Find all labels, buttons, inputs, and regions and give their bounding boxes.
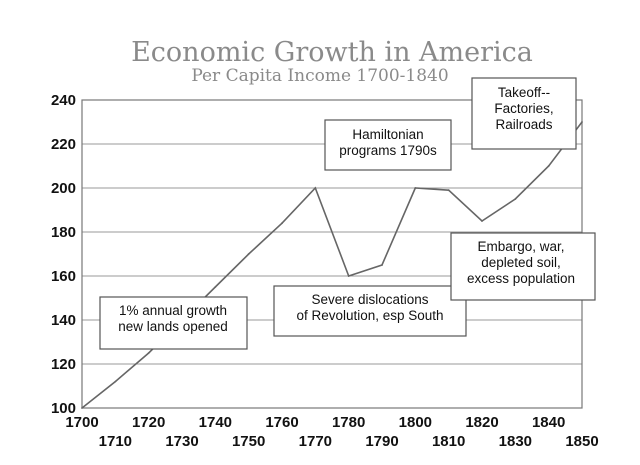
data-point [481,220,483,222]
annotation-frame [99,296,248,350]
x-tick-label: 1780 [332,414,365,431]
annotation-text: depleted soil, [481,255,561,270]
data-point [147,352,150,354]
data-point [314,187,317,189]
annotation-text: excess population [467,271,575,286]
x-axis: 1700 1720 1740 1760 1780 1800 1820 1840 1710 1730… [65,414,598,450]
y-axis: 100 120 140 160 180 200 220 240 [51,92,76,417]
x-tick-label: 1850 [565,433,598,450]
y-tick-label: 120 [51,356,76,373]
annotation-frame [324,119,452,171]
data-point [514,198,517,200]
annotation-text: programs 1790s [339,143,437,158]
x-tick-label: 1770 [299,433,332,450]
x-tick-label: 1840 [532,414,565,431]
annotation-text: Embargo, war, [477,239,564,254]
x-tick-label: 1760 [265,414,298,431]
y-tick-label: 160 [51,268,76,285]
x-tick-label: 1820 [465,414,498,431]
data-point [81,407,83,409]
data-point [447,189,450,192]
annotation-text: 1% annual growth [119,303,227,318]
data-point [114,380,117,383]
x-tick-label: 1800 [399,414,432,431]
annotation-text: Takeoff-- [498,85,550,100]
x-tick-label: 1720 [132,414,165,431]
chart-title: Economic Growth in America [131,37,533,68]
annotation-text: Severe dislocations [311,292,428,307]
data-point [381,264,383,266]
annotation-frame [450,232,596,301]
y-tick-label: 100 [51,400,76,417]
annotation-frame [471,77,577,150]
annotation-text: Railroads [495,117,552,132]
annotation-text: new lands opened [118,319,228,334]
y-tick-label: 140 [51,312,76,329]
x-tick-label: 1700 [65,414,98,431]
data-point [281,222,283,225]
x-tick-label: 1830 [499,433,532,450]
y-tick-label: 200 [51,180,76,197]
data-point [581,121,583,123]
y-tick-label: 240 [51,92,76,109]
annotation-text: Hamiltonian [352,127,423,142]
x-tick-label: 1790 [365,433,398,450]
data-point [347,275,350,277]
data-point [547,165,550,167]
data-point [247,253,250,255]
x-tick-label: 1810 [432,433,465,450]
annotation-box: Embargo, war,depleted soil,excess popula… [450,232,596,301]
y-tick-label: 220 [51,136,76,153]
data-point [414,187,417,189]
x-tick-label: 1740 [199,414,232,431]
annotation-text: Factories, [494,101,553,116]
annotation-frame [273,285,467,337]
annotation-text: of Revolution, esp South [296,308,443,323]
data-point [214,286,217,288]
x-tick-label: 1710 [99,433,132,450]
x-tick-label: 1750 [232,433,265,450]
chart-subtitle: Per Capita Income 1700-1840 [191,66,448,86]
x-tick-label: 1730 [165,433,198,450]
annotation-box: Takeoff--Factories,Railroads [471,77,577,150]
y-tick-label: 180 [51,224,76,241]
